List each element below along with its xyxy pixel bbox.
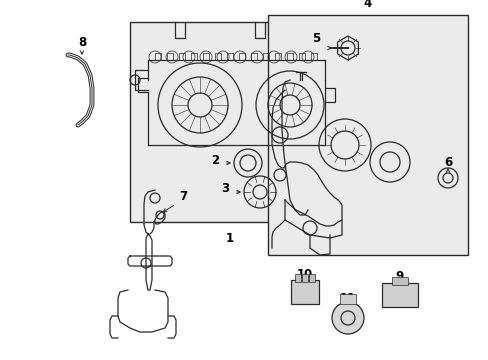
Circle shape: [331, 302, 363, 334]
Text: 11: 11: [339, 292, 355, 305]
Text: 5: 5: [311, 31, 320, 45]
Bar: [381, 283, 417, 307]
Bar: [294, 274, 301, 282]
Bar: [267, 15, 467, 255]
Bar: [130, 22, 329, 222]
Bar: [308, 274, 314, 282]
Bar: [302, 274, 307, 282]
Text: 9: 9: [395, 270, 403, 283]
Bar: [391, 277, 407, 285]
Text: 6: 6: [443, 156, 451, 168]
Text: 10: 10: [296, 267, 312, 280]
Text: 4: 4: [363, 0, 371, 10]
Text: 8: 8: [78, 36, 86, 49]
Bar: [339, 294, 355, 304]
Text: 1: 1: [225, 232, 234, 245]
Text: 2: 2: [210, 153, 219, 166]
Text: 7: 7: [179, 189, 187, 202]
Text: 3: 3: [221, 181, 228, 194]
Bar: [290, 280, 318, 304]
